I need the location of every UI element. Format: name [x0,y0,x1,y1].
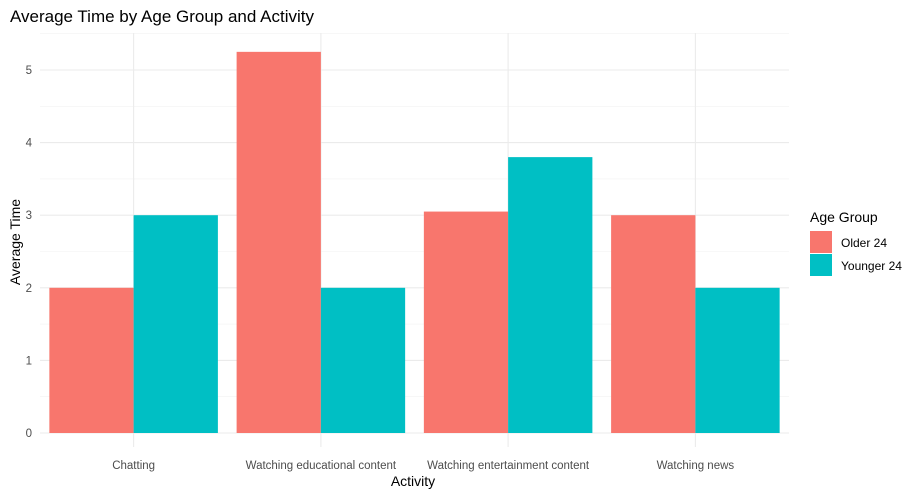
bar [508,157,593,433]
y-axis-ticks: 0 1 2 3 4 5 [26,65,33,440]
x-tick-label: Chatting [112,460,155,472]
y-tick-label: 3 [26,210,32,222]
bar [133,215,218,433]
legend-items: Older 24 Younger 24 [810,231,902,276]
legend-title: Age Group [810,209,878,225]
x-tick-label: Watching entertainment content [427,460,590,472]
bar [236,51,321,433]
y-axis-title: Average Time [7,199,23,285]
bar [695,287,780,433]
y-tick-label: 2 [26,283,32,295]
bar [49,287,134,433]
chart-title: Average Time by Age Group and Activity [10,7,314,26]
bar [423,211,509,433]
legend: Age Group Older 24 Younger 24 [810,209,902,276]
y-tick-label: 0 [26,428,32,440]
x-tick-label: Watching educational content [246,460,397,472]
y-tick-label: 4 [26,138,33,150]
y-tick-label: 5 [26,65,32,77]
x-axis-title: Activity [391,473,435,489]
bar [320,287,406,433]
legend-label: Younger 24 [841,259,902,273]
legend-swatch [810,231,832,253]
legend-swatch [810,254,832,276]
bar [611,215,696,433]
x-axis-ticks: Chatting Watching educational content Watc… [112,460,734,472]
y-tick-label: 1 [26,355,32,367]
legend-label: Older 24 [841,236,887,250]
bars [49,51,780,433]
x-tick-label: Watching news [657,460,735,472]
